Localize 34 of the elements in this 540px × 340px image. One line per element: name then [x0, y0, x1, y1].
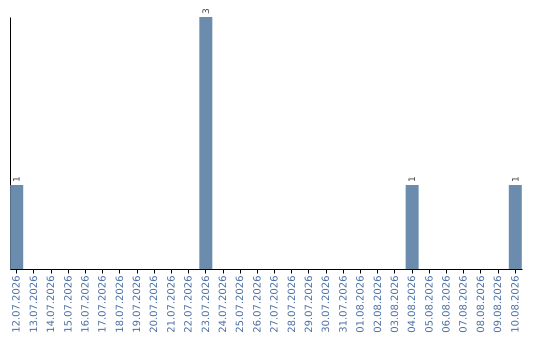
x-tick-label: 19.07.2026: [132, 276, 144, 333]
x-tick-label: 09.08.2026: [493, 276, 504, 333]
x-tick-label: 25.07.2026: [235, 276, 246, 333]
x-tick-label: 03.08.2026: [390, 276, 401, 333]
x-tick-label: 08.08.2026: [476, 276, 487, 333]
data-label: 3: [202, 8, 212, 14]
x-tick-label: 28.07.2026: [286, 276, 298, 333]
x-tick-label: 26.07.2026: [252, 276, 264, 333]
x-tick-label: 18.07.2026: [114, 276, 126, 333]
x-tick-label: 07.08.2026: [458, 276, 470, 333]
x-tick-label: 05.08.2026: [424, 276, 436, 333]
x-tick-label: 17.07.2026: [98, 276, 109, 333]
x-tick-label: 31.07.2026: [338, 276, 350, 333]
x-tick-label: 21.07.2026: [166, 276, 178, 333]
data-label: 1: [12, 176, 23, 182]
x-tick-label: 13.07.2026: [28, 276, 40, 333]
x-tick-label: 30.07.2026: [321, 276, 332, 333]
x-tick-label: 10.08.2026: [510, 276, 522, 333]
x-tick-label: 12.07.2026: [12, 276, 23, 333]
x-tick-label: 06.08.2026: [442, 276, 453, 333]
x-tick-label: 24.07.2026: [218, 276, 230, 333]
x-tick-label: 23.07.2026: [200, 276, 212, 333]
x-tick-label: 27.07.2026: [270, 276, 281, 333]
x-tick-label: 14.07.2026: [46, 276, 58, 333]
data-label: 1: [511, 176, 522, 182]
x-tick-label: 15.07.2026: [63, 276, 74, 333]
x-tick-label: 01.08.2026: [356, 276, 367, 333]
x-tick-label: 16.07.2026: [80, 276, 92, 333]
x-tick-label: 22.07.2026: [184, 276, 195, 333]
x-tick-label: 20.07.2026: [149, 276, 160, 333]
x-tick-label: 04.08.2026: [407, 276, 418, 333]
x-tick-label: 29.07.2026: [304, 276, 315, 333]
x-tick-label: 02.08.2026: [372, 276, 384, 333]
data-label: 1: [408, 176, 418, 182]
